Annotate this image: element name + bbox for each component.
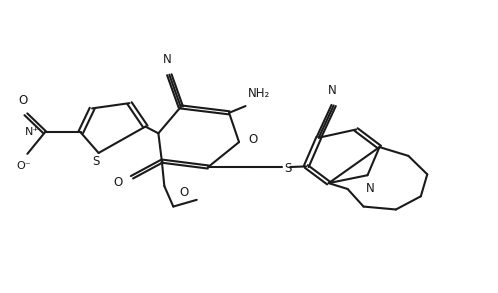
Text: N⁺: N⁺ <box>24 127 39 137</box>
Text: N: N <box>366 182 374 195</box>
Text: NH₂: NH₂ <box>248 87 270 100</box>
Text: O: O <box>19 94 28 107</box>
Text: O: O <box>113 176 122 189</box>
Text: N: N <box>328 84 337 97</box>
Text: N: N <box>162 53 171 66</box>
Text: S: S <box>284 162 291 175</box>
Text: O: O <box>248 133 257 146</box>
Text: O: O <box>179 186 189 199</box>
Text: S: S <box>93 155 100 168</box>
Text: O⁻: O⁻ <box>16 161 31 171</box>
